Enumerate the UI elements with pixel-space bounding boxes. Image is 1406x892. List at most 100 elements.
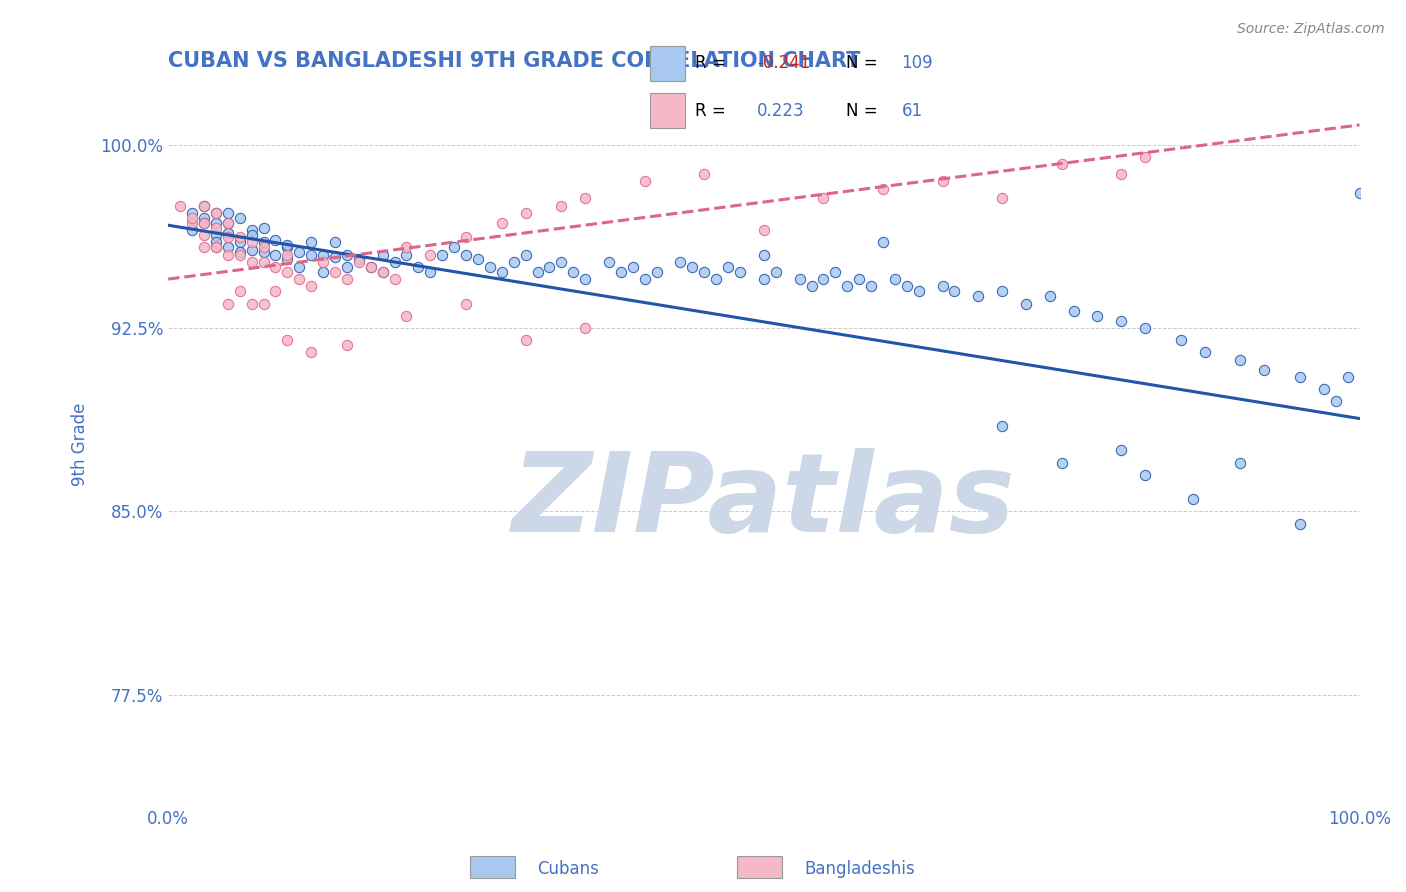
Point (1313, 382, 1336, 396)
Point (1289, 370, 1312, 384)
Point (860, 279, 883, 293)
Point (1050, 456, 1073, 470)
Point (883, 272, 905, 286)
Point (395, 309, 418, 323)
Point (562, 265, 585, 279)
Point (1050, 157, 1073, 171)
Point (907, 285, 929, 299)
Point (252, 255, 274, 269)
Point (217, 216, 239, 230)
Point (502, 255, 524, 269)
Point (789, 272, 811, 286)
Point (669, 255, 692, 269)
Point (205, 240, 228, 254)
Text: -0.241: -0.241 (756, 54, 810, 72)
Point (1289, 516, 1312, 531)
Point (193, 227, 215, 242)
Point (276, 333, 298, 347)
Point (1348, 186, 1371, 201)
Text: R =: R = (695, 54, 731, 72)
Point (1109, 443, 1132, 458)
Point (693, 265, 716, 279)
Point (205, 216, 228, 230)
Point (931, 174, 953, 188)
Point (336, 260, 359, 274)
Point (478, 260, 501, 274)
Point (240, 235, 263, 250)
Point (800, 279, 823, 293)
Point (550, 255, 572, 269)
Point (515, 247, 537, 261)
Point (1063, 304, 1085, 318)
Point (240, 255, 263, 269)
Point (454, 230, 477, 244)
Point (467, 252, 489, 267)
Point (193, 216, 215, 230)
Point (813, 272, 835, 286)
Point (574, 272, 596, 286)
Point (252, 296, 274, 310)
Point (395, 240, 418, 254)
Point (991, 191, 1014, 205)
Point (323, 265, 346, 279)
Point (299, 247, 322, 261)
Point (217, 230, 239, 244)
Point (419, 265, 441, 279)
Point (240, 227, 263, 242)
Point (515, 333, 537, 347)
Point (336, 247, 359, 261)
Point (217, 226, 239, 240)
Point (217, 216, 239, 230)
Point (276, 252, 298, 267)
Point (276, 237, 298, 252)
Point (454, 296, 477, 310)
Point (538, 260, 561, 274)
Point (323, 235, 346, 250)
Point (205, 220, 228, 235)
Point (228, 211, 250, 225)
Point (181, 216, 204, 230)
Text: ZIPatlas: ZIPatlas (512, 449, 1015, 556)
Text: Cubans: Cubans (537, 860, 599, 878)
Point (443, 240, 465, 254)
Point (193, 199, 215, 213)
Point (1170, 333, 1192, 347)
Point (872, 235, 894, 250)
Point (454, 247, 477, 261)
Point (312, 247, 335, 261)
Bar (650, 45, 685, 81)
Point (217, 247, 239, 261)
Point (634, 174, 657, 188)
Point (432, 247, 454, 261)
Point (574, 321, 596, 335)
Point (693, 167, 716, 181)
Point (1015, 296, 1038, 310)
Text: R =: R = (695, 102, 731, 120)
Point (336, 272, 359, 286)
Point (991, 285, 1014, 299)
Point (1133, 321, 1156, 335)
Point (205, 206, 228, 220)
Text: 0.223: 0.223 (756, 102, 804, 120)
Point (264, 233, 287, 247)
Point (813, 191, 835, 205)
Point (610, 265, 633, 279)
Point (943, 285, 966, 299)
Point (360, 260, 382, 274)
Point (1133, 150, 1156, 164)
Point (896, 279, 918, 293)
Point (1087, 309, 1109, 323)
Point (217, 296, 239, 310)
Point (336, 338, 359, 352)
Point (931, 279, 953, 293)
Point (752, 247, 775, 261)
Point (848, 272, 870, 286)
Point (408, 260, 430, 274)
Point (252, 235, 274, 250)
Point (181, 206, 204, 220)
Text: Bangladeshis: Bangladeshis (804, 860, 915, 878)
Y-axis label: 9th Grade: 9th Grade (72, 402, 89, 486)
Point (240, 243, 263, 257)
Point (288, 245, 311, 260)
Point (395, 247, 418, 261)
